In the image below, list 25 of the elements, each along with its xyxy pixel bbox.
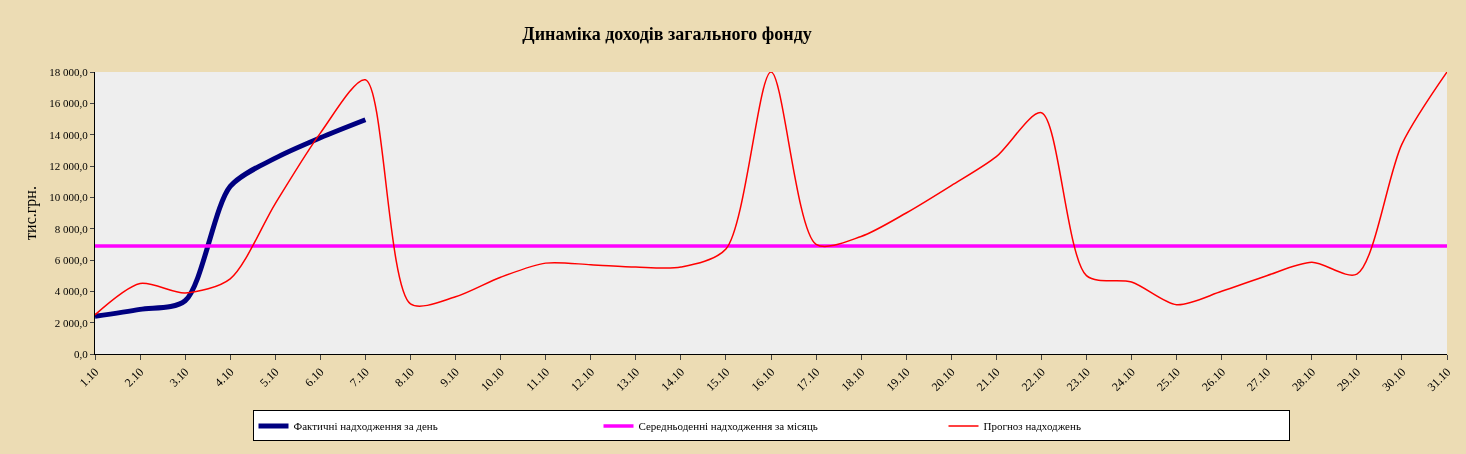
y-tick-label: 0,0 [74, 347, 89, 360]
x-tick-label: 9.10 [437, 364, 462, 390]
chart-title: Динаміка доходів загального фонду [522, 23, 812, 44]
y-tick-label: 8 000,0 [54, 222, 89, 235]
y-tick-label: 12 000,0 [49, 159, 89, 172]
x-tick-label: 5.10 [256, 364, 282, 390]
x-tick-label: 7.10 [347, 364, 372, 390]
y-tick-label: 16 000,0 [49, 97, 89, 110]
y-tick-label: 2 000,0 [54, 316, 89, 329]
y-tick-label: 6 000,0 [54, 253, 89, 266]
y-tick-label: 10 000,0 [49, 191, 89, 204]
y-tick-label: 4 000,0 [54, 285, 89, 298]
x-tick-label: 6.10 [301, 364, 327, 390]
y-axis-title: тис.грн. [22, 186, 41, 240]
y-tick-label: 18 000,0 [49, 65, 89, 78]
x-tick-label: 8.10 [392, 364, 417, 390]
legend-label: Прогноз надходжень [983, 420, 1081, 433]
x-tick-label: 3.10 [166, 364, 192, 390]
x-tick-label: 1.10 [76, 364, 102, 390]
x-tick-label: 4.10 [211, 364, 237, 390]
legend-label: Середньоденні надходження за місяць [638, 420, 818, 433]
y-tick-label: 14 000,0 [49, 128, 89, 141]
x-tick-label: 2.10 [121, 364, 147, 390]
line-series [95, 72, 1447, 316]
legend-label: Фактичні надходження за день [293, 420, 438, 433]
